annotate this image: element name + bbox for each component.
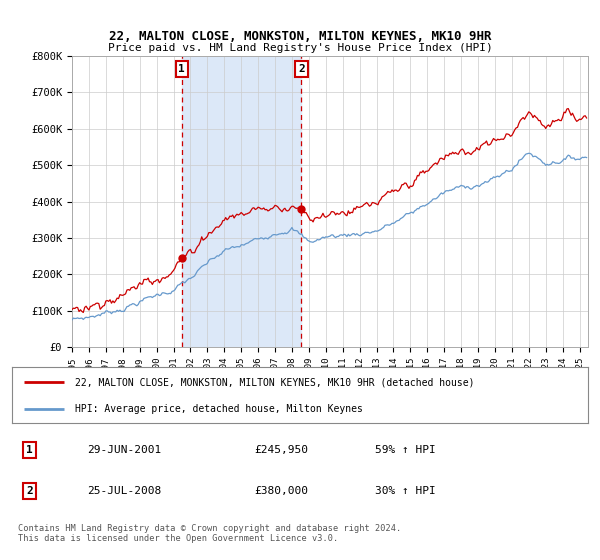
Text: £380,000: £380,000 <box>254 486 308 496</box>
Text: 2: 2 <box>26 486 32 496</box>
Text: HPI: Average price, detached house, Milton Keynes: HPI: Average price, detached house, Milt… <box>76 404 363 414</box>
Text: £245,950: £245,950 <box>254 445 308 455</box>
Text: 25-JUL-2008: 25-JUL-2008 <box>87 486 161 496</box>
Text: 29-JUN-2001: 29-JUN-2001 <box>87 445 161 455</box>
Text: 30% ↑ HPI: 30% ↑ HPI <box>375 486 436 496</box>
Text: 22, MALTON CLOSE, MONKSTON, MILTON KEYNES, MK10 9HR: 22, MALTON CLOSE, MONKSTON, MILTON KEYNE… <box>109 30 491 43</box>
Text: 59% ↑ HPI: 59% ↑ HPI <box>375 445 436 455</box>
Text: Contains HM Land Registry data © Crown copyright and database right 2024.
This d: Contains HM Land Registry data © Crown c… <box>18 524 401 543</box>
Text: 1: 1 <box>178 64 185 74</box>
Bar <box>182 56 301 347</box>
Text: Price paid vs. HM Land Registry's House Price Index (HPI): Price paid vs. HM Land Registry's House … <box>107 43 493 53</box>
Text: 22, MALTON CLOSE, MONKSTON, MILTON KEYNES, MK10 9HR (detached house): 22, MALTON CLOSE, MONKSTON, MILTON KEYNE… <box>76 377 475 388</box>
Text: 1: 1 <box>26 445 32 455</box>
Text: 2: 2 <box>298 64 305 74</box>
